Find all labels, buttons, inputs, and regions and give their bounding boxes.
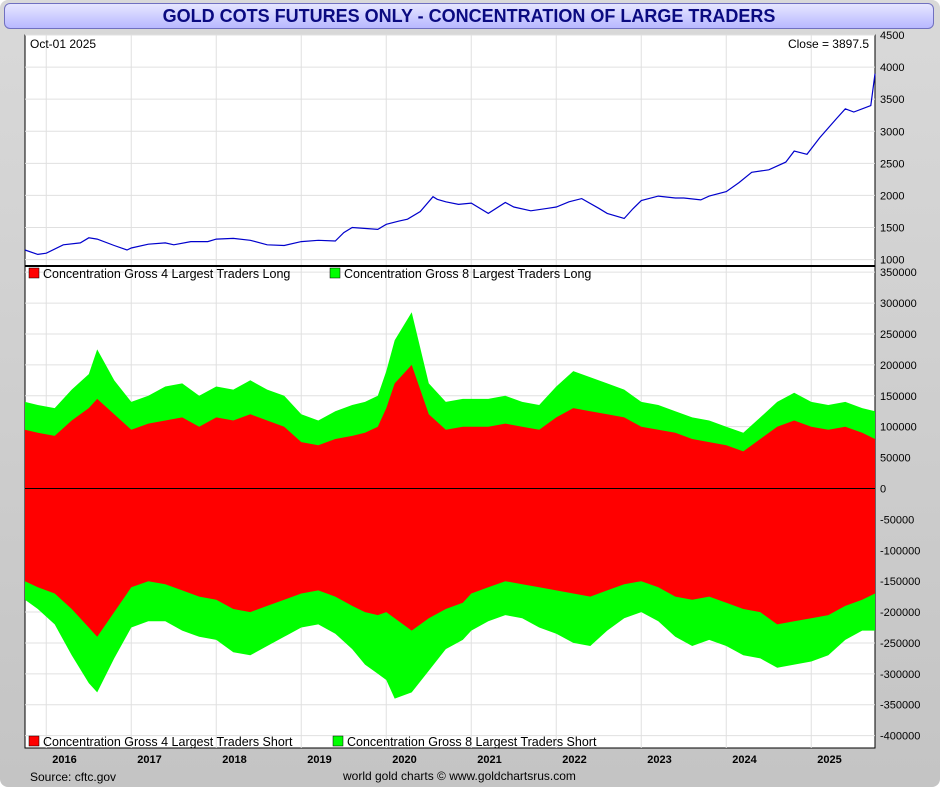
- year-tick-label: 2018: [222, 754, 246, 766]
- legend-swatch-green-short: [332, 735, 344, 747]
- legend-swatch-red-short: [28, 735, 40, 747]
- legend-label-4-short: Concentration Gross 4 Largest Traders Sh…: [43, 735, 293, 749]
- price-tick-label: 1500: [880, 223, 904, 235]
- year-tick-label: 2025: [817, 754, 841, 766]
- area-4-largest-long: [25, 364, 875, 489]
- conc-tick-label: -300000: [880, 669, 920, 681]
- legend-long: Concentration Gross 4 Largest Traders Lo…: [28, 267, 591, 281]
- conc-tick-label: -400000: [880, 731, 920, 743]
- chart-title: GOLD COTS FUTURES ONLY - CONCENTRATION O…: [162, 6, 776, 26]
- axes: 1000 1500 2000 2500 3000 3500 4000 4500 350000 30…: [52, 30, 920, 766]
- area-4-largest-short: [25, 488, 875, 637]
- legend-label-8-long: Concentration Gross 8 Largest Traders Lo…: [344, 267, 591, 281]
- price-tick-label: 2500: [880, 158, 904, 170]
- conc-tick-label: 50000: [880, 453, 911, 465]
- price-tick-label: 2000: [880, 190, 904, 202]
- price-tick-label: 3000: [880, 126, 904, 138]
- conc-tick-label: -100000: [880, 545, 920, 557]
- price-tick-label: 1000: [880, 255, 904, 267]
- date-label: Oct-01 2025: [30, 37, 96, 51]
- year-tick-label: 2022: [562, 754, 586, 766]
- price-tick-label: 4000: [880, 62, 904, 74]
- area-layer: [25, 312, 875, 699]
- legend-label-8-short: Concentration Gross 8 Largest Traders Sh…: [347, 735, 597, 749]
- price-tick-label: 3500: [880, 94, 904, 106]
- conc-tick-label: 300000: [880, 298, 917, 310]
- conc-tick-label: 150000: [880, 391, 917, 403]
- conc-tick-label: -50000: [880, 514, 914, 526]
- title-bar: GOLD COTS FUTURES ONLY - CONCENTRATION O…: [4, 3, 934, 29]
- source-label: Source: cftc.gov: [30, 770, 117, 784]
- conc-tick-label: -150000: [880, 576, 920, 588]
- conc-tick-label: -350000: [880, 700, 920, 712]
- conc-tick-label: 350000: [880, 267, 917, 279]
- year-tick-label: 2020: [392, 754, 416, 766]
- legend-swatch-green-long: [329, 267, 341, 279]
- price-line: [24, 73, 876, 256]
- conc-tick-label: -250000: [880, 638, 920, 650]
- legend-short: Concentration Gross 4 Largest Traders Sh…: [28, 735, 597, 749]
- price-tick-label: 4500: [880, 30, 904, 42]
- conc-tick-label: 0: [880, 483, 886, 495]
- conc-tick-label: 250000: [880, 329, 917, 341]
- year-tick-label: 2017: [137, 754, 161, 766]
- price-layer: [24, 73, 876, 256]
- year-tick-label: 2021: [477, 754, 501, 766]
- year-tick-label: 2023: [647, 754, 671, 766]
- close-label: Close = 3897.5: [788, 37, 869, 51]
- conc-tick-label: -200000: [880, 607, 920, 619]
- credit-label: world gold charts © www.goldchartsrus.co…: [343, 769, 576, 783]
- legend-swatch-red-long: [28, 267, 40, 279]
- conc-tick-label: 200000: [880, 360, 917, 372]
- legend-label-4-long: Concentration Gross 4 Largest Traders Lo…: [43, 267, 290, 281]
- year-tick-label: 2019: [307, 754, 331, 766]
- conc-tick-label: 100000: [880, 422, 917, 434]
- year-tick-label: 2016: [52, 754, 76, 766]
- year-tick-label: 2024: [732, 754, 757, 766]
